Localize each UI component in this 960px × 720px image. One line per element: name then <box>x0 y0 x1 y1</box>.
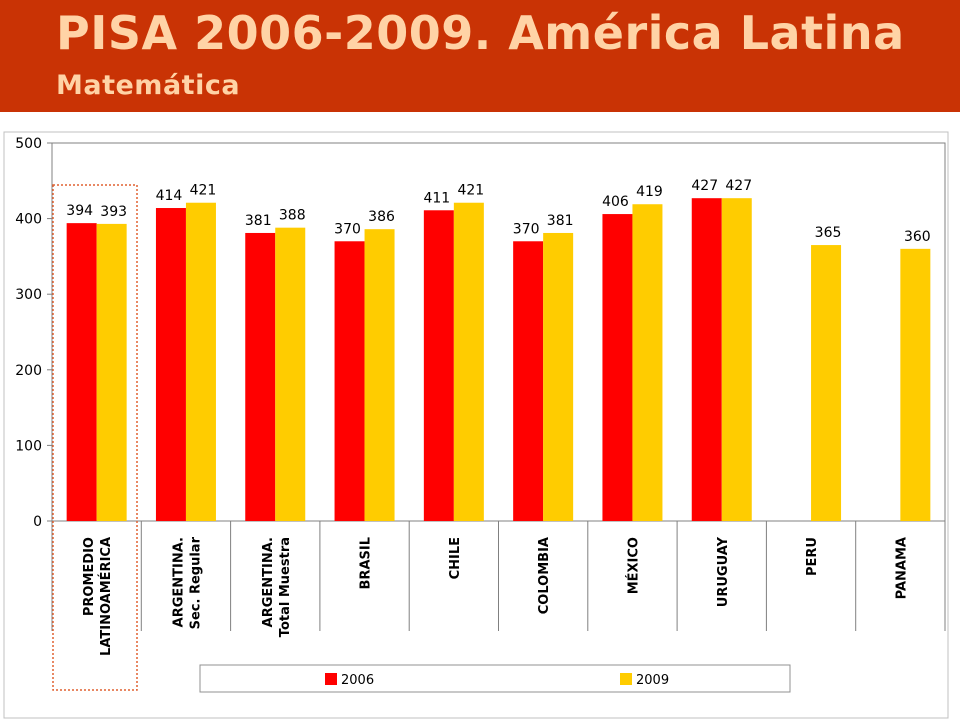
bar-2006 <box>602 214 633 521</box>
category-label: ARGENTINA. <box>261 537 276 627</box>
bar-2006 <box>423 210 454 521</box>
bar-2009 <box>185 202 216 521</box>
category-label-group: CHILE <box>448 537 463 579</box>
category-label-group: URUGUAY <box>716 536 731 607</box>
bar-2006 <box>691 198 722 522</box>
header-band: PISA 2006-2009. América Latina Matemátic… <box>0 0 960 112</box>
legend-frame <box>199 664 791 693</box>
data-label-2006: 394 <box>66 203 93 219</box>
legend-label-2009: 2009 <box>636 673 669 688</box>
y-tick-label: 200 <box>15 363 42 379</box>
bar-2006 <box>334 241 365 521</box>
data-label-2009: 421 <box>457 183 484 199</box>
category-label: COLOMBIA <box>537 537 552 614</box>
category-label-group: ARGENTINA. Total Muestra <box>261 537 293 637</box>
data-label-2006: 414 <box>156 188 183 204</box>
bar-2006 <box>155 208 186 521</box>
category-label: LATINOAMÉRICA <box>98 537 114 656</box>
data-label-2009: 388 <box>279 208 306 224</box>
category-label: PROMEDIO <box>82 537 97 616</box>
category-label: Total Muestra <box>278 537 293 637</box>
category-label: CHILE <box>448 537 463 579</box>
category-label: URUGUAY <box>716 536 731 607</box>
data-label-2009: 381 <box>547 213 574 229</box>
bar-2009 <box>900 248 931 521</box>
category-label: MÉXICO <box>625 537 641 594</box>
category-label: Sec. Regular <box>188 536 203 629</box>
bar-2009 <box>721 198 752 522</box>
data-label-2006: 427 <box>691 178 718 194</box>
legend-label-2006: 2006 <box>341 673 374 688</box>
highlight-box <box>52 184 138 691</box>
category-label-group: COLOMBIA <box>537 537 552 614</box>
page-title: PISA 2006-2009. América Latina <box>56 6 905 60</box>
data-label-2006: 370 <box>513 221 540 237</box>
page-subtitle: Matemática <box>56 70 241 101</box>
y-tick-label: 0 <box>33 514 42 530</box>
bar-2009 <box>632 204 663 521</box>
category-label-group: MÉXICO <box>625 537 641 594</box>
data-label-2009: 421 <box>190 183 217 199</box>
data-label-2006: 370 <box>334 221 361 237</box>
data-label-2009: 393 <box>100 204 127 220</box>
bar-2009 <box>96 223 127 521</box>
bar-2006 <box>245 232 276 521</box>
category-label-group: ARGENTINA. Sec. Regular <box>171 536 203 629</box>
legend: 2006 2009 <box>199 664 791 693</box>
category-label-group: PANAMA <box>894 537 909 599</box>
category-label: PERU <box>805 537 820 576</box>
data-label-2009: 360 <box>904 229 931 245</box>
legend-swatch-2006 <box>325 673 337 685</box>
y-tick-label: 100 <box>15 438 42 454</box>
data-label-2009: 427 <box>725 178 752 194</box>
category-label: PANAMA <box>894 537 909 599</box>
category-label-group: PERU <box>805 537 820 576</box>
data-label-2006: 381 <box>245 213 272 229</box>
bar-2009 <box>453 202 484 521</box>
category-label-group: BRASIL <box>359 537 374 589</box>
category-label-group: PROMEDIO LATINOAMÉRICA <box>82 537 114 656</box>
category-label: ARGENTINA. <box>171 537 186 627</box>
data-label-2009: 419 <box>636 184 663 200</box>
bar-2009 <box>364 229 395 521</box>
y-tick-label: 400 <box>15 212 42 228</box>
bar-chart: 0 100 200 300 400 500 394 393 PROMEDIO LATINOAMÉR… <box>3 131 949 719</box>
bar-2009 <box>811 245 842 521</box>
data-label-2009: 386 <box>368 209 395 225</box>
y-tick-label: 300 <box>15 287 42 303</box>
data-label-2006: 411 <box>423 190 450 206</box>
bar-2006 <box>513 241 544 521</box>
bar-2006 <box>66 223 97 522</box>
data-label-2009: 365 <box>815 225 842 241</box>
data-label-2006: 406 <box>602 194 629 210</box>
legend-swatch-2009 <box>620 673 632 685</box>
category-label: BRASIL <box>359 537 374 589</box>
chart-frame <box>3 131 949 719</box>
bar-2009 <box>275 227 306 521</box>
bar-2009 <box>543 232 574 521</box>
y-tick-label: 500 <box>15 136 42 152</box>
